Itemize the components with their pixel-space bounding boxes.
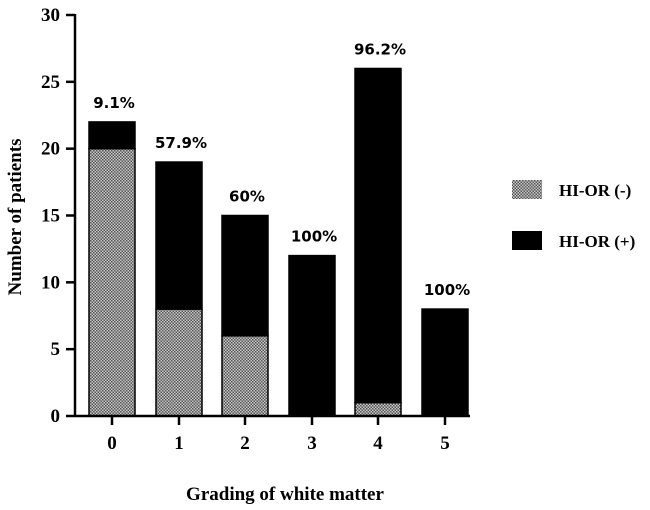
y-tick-label-30: 30 xyxy=(41,5,60,26)
bar-hi-or-pos-3 xyxy=(288,254,336,417)
bar-hi-or-neg-2 xyxy=(221,335,269,417)
bar-hi-or-pos-5 xyxy=(421,308,469,417)
y-tick-label-25: 25 xyxy=(41,72,60,93)
bar-hi-or-pos-4 xyxy=(354,67,402,404)
y-axis-title: Number of patients xyxy=(5,139,26,296)
legend-swatch-hi-or-pos xyxy=(512,231,542,250)
x-tick-label-5: 5 xyxy=(440,433,450,454)
data-label-5: 100% xyxy=(424,281,470,299)
data-label-3: 100% xyxy=(291,228,337,246)
bar-hi-or-neg-1 xyxy=(155,308,203,417)
y-tick-label-5: 5 xyxy=(51,339,61,360)
y-tick-label-0: 0 xyxy=(51,406,61,427)
data-label-1: 57.9% xyxy=(155,134,207,152)
x-ticks-group: 0 1 2 3 4 5 xyxy=(107,416,450,454)
bar-hi-or-neg-4 xyxy=(354,401,402,417)
bar-hi-or-pos-1 xyxy=(155,161,203,310)
legend-label-hi-or-neg: HI-OR (-) xyxy=(559,181,631,200)
y-tick-label-10: 10 xyxy=(41,272,60,293)
data-label-0: 9.1% xyxy=(93,94,135,112)
bar-hi-or-neg-0 xyxy=(88,147,136,417)
legend: HI-OR (-) HI-OR (+) xyxy=(512,180,635,251)
y-tick-label-20: 20 xyxy=(41,139,60,160)
x-tick-label-1: 1 xyxy=(174,433,184,454)
x-tick-label-4: 4 xyxy=(373,433,383,454)
bars-group xyxy=(88,67,469,417)
x-axis-title: Grading of white matter xyxy=(186,484,384,505)
data-labels-group: 9.1% 57.9% 60% 100% 96.2% 100% xyxy=(93,40,470,299)
legend-label-hi-or-pos: HI-OR (+) xyxy=(559,232,635,251)
x-tick-label-0: 0 xyxy=(107,433,117,454)
bar-hi-or-pos-0 xyxy=(88,121,136,150)
data-label-2: 60% xyxy=(229,188,265,206)
y-tick-label-15: 15 xyxy=(41,206,60,227)
x-tick-label-3: 3 xyxy=(307,433,317,454)
legend-swatch-hi-or-neg xyxy=(512,180,542,199)
data-label-4: 96.2% xyxy=(354,40,406,58)
bar-hi-or-pos-2 xyxy=(221,214,269,337)
x-tick-label-2: 2 xyxy=(240,433,250,454)
y-ticks-group: 0 5 10 15 20 25 30 xyxy=(41,5,75,427)
